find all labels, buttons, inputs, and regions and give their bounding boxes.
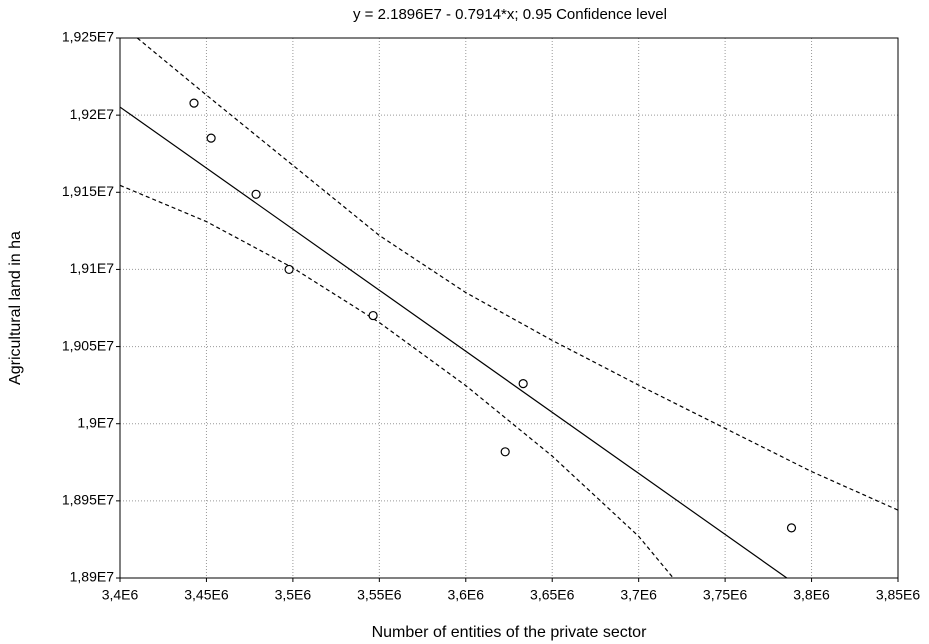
data-point bbox=[500, 447, 510, 457]
x-tick-label: 3,7E6 bbox=[620, 587, 657, 603]
data-point bbox=[518, 379, 528, 389]
x-tick-label: 3,55E6 bbox=[357, 587, 402, 603]
chart-title: y = 2.1896E7 - 0.7914*x; 0.95 Confidence… bbox=[353, 6, 667, 23]
x-tick-label: 3,5E6 bbox=[275, 587, 312, 603]
y-tick-label: 1,925E7 bbox=[62, 29, 114, 45]
plot-frame bbox=[119, 37, 899, 579]
x-tick-label: 3,65E6 bbox=[530, 587, 575, 603]
data-point bbox=[368, 310, 378, 321]
y-tick-label: 1,915E7 bbox=[62, 183, 114, 199]
regression-line bbox=[120, 106, 788, 578]
confidence-band bbox=[136, 38, 898, 511]
y-tick-label: 1,91E7 bbox=[70, 260, 115, 276]
x-tick-label: 3,8E6 bbox=[793, 587, 830, 603]
y-axis-label: Agricultural land in ha bbox=[7, 231, 24, 385]
x-tick-label: 3,85E6 bbox=[876, 587, 921, 603]
data-point bbox=[189, 98, 199, 108]
x-tick-label: 3,75E6 bbox=[703, 587, 748, 603]
x-tick-label: 3,45E6 bbox=[184, 587, 229, 603]
y-tick-label: 1,9E7 bbox=[77, 414, 114, 430]
y-tick-label: 1,895E7 bbox=[62, 492, 114, 508]
data-point bbox=[251, 189, 261, 199]
x-tick-label: 3,6E6 bbox=[447, 587, 484, 603]
y-tick-label: 1,92E7 bbox=[70, 106, 115, 122]
y-tick-label: 1,89E7 bbox=[70, 569, 115, 585]
confidence-band bbox=[120, 184, 674, 578]
data-point bbox=[284, 264, 294, 275]
x-axis-label: Number of entities of the private sector bbox=[372, 624, 647, 641]
y-tick-label: 1,905E7 bbox=[62, 337, 114, 353]
data-point bbox=[206, 133, 216, 143]
x-tick-label: 3,4E6 bbox=[102, 587, 139, 603]
data-point bbox=[786, 523, 797, 533]
